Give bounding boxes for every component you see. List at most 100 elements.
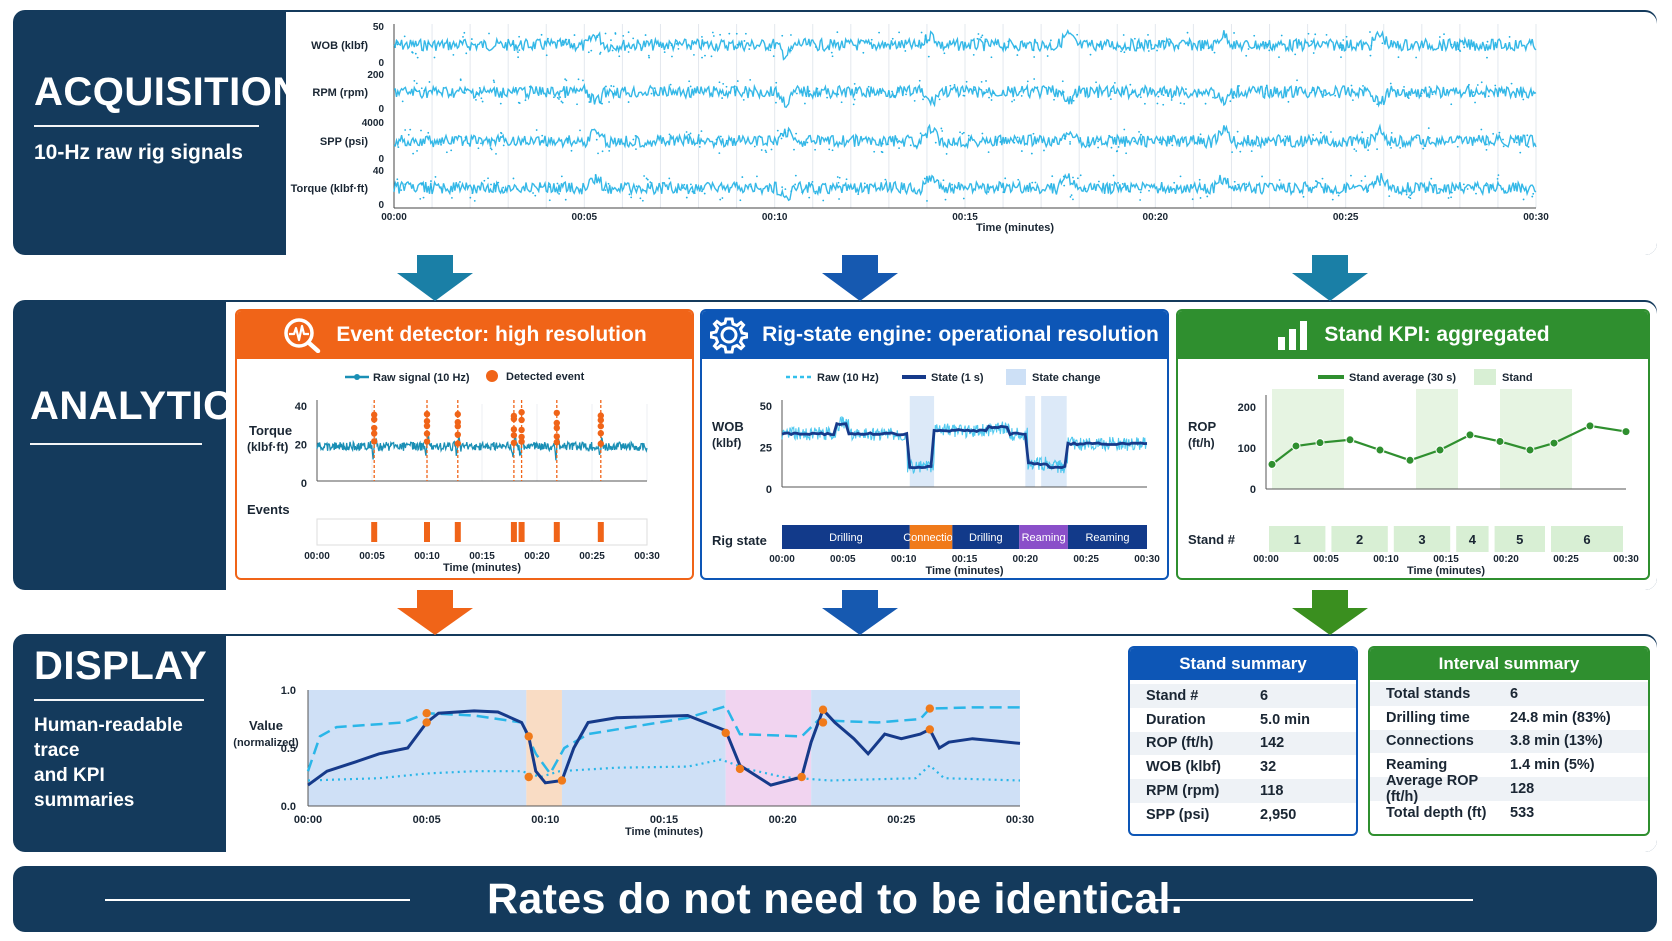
x-axis-label: Time (minutes) [976, 222, 1054, 234]
event-point [423, 430, 431, 437]
tick-label: 0 [378, 104, 384, 115]
signal-sample [1168, 38, 1171, 40]
event-point [423, 422, 431, 430]
arrow-down-icon [822, 255, 898, 301]
y-tick-label: 0.5 [281, 743, 296, 755]
event-tick [371, 522, 378, 542]
stand-average-point [1525, 445, 1535, 455]
signal-sample [1370, 44, 1373, 47]
signal-sample [517, 101, 520, 104]
signal-sample [1158, 141, 1161, 144]
signal-sample [499, 102, 502, 105]
signal-sample [1450, 103, 1453, 106]
signal-sample [1079, 137, 1082, 139]
signal-sample [396, 178, 399, 181]
signal-sample [1325, 33, 1328, 36]
tick-label: 4000 [362, 118, 385, 129]
signal-sample [701, 35, 703, 38]
signal-sample [772, 55, 775, 58]
signal-sample [577, 78, 580, 81]
signal-sample [587, 51, 590, 54]
signal-sample [541, 134, 544, 137]
y-axis-label: ROP [1188, 419, 1217, 434]
signal-sample [1016, 136, 1019, 139]
signal-sample [1334, 94, 1337, 97]
signal-sample [1253, 34, 1256, 37]
signal-sample [1438, 188, 1440, 190]
signal-sample [1112, 174, 1115, 177]
signal-sample [855, 92, 858, 94]
stand-segment [1456, 526, 1489, 552]
x-tick-label: 00:25 [1333, 212, 1359, 223]
signal-sample [1239, 150, 1242, 153]
y-tick-label: 1.0 [281, 685, 296, 697]
rig-state-band [811, 690, 1020, 806]
signal-sample [814, 148, 816, 151]
signal-sample [560, 175, 563, 178]
signal-sample [1281, 139, 1284, 142]
state-wob-trace [781, 421, 1148, 470]
y-axis-label: (klbf·ft) [247, 440, 288, 454]
event-marker [524, 732, 533, 741]
signal-sample [596, 36, 599, 38]
signal-sample [396, 43, 399, 46]
signal-sample [711, 31, 714, 34]
signal-sample [951, 183, 953, 186]
channel-label: RPM (rpm) [312, 87, 368, 99]
signal-sample [769, 49, 772, 52]
summary-value: 128 [1510, 781, 1535, 798]
signal-sample [423, 89, 426, 92]
x-tick-label: 00:00 [1253, 554, 1279, 565]
display-title: DISPLAY [34, 644, 208, 688]
signal-sample [784, 131, 787, 134]
signal-sample [990, 56, 993, 59]
signal-sample [1433, 184, 1435, 187]
display-label: DISPLAY Human-readable trace and KPI sum… [34, 644, 208, 813]
signal-sample [1046, 55, 1049, 57]
summary-key: RPM (rpm) [1146, 783, 1220, 800]
summary-key: SPP (psi) [1146, 806, 1210, 823]
signal-sample [920, 31, 923, 34]
signal-sample [943, 52, 946, 55]
signal-sample [1462, 183, 1465, 186]
signal-sample [1531, 195, 1534, 198]
signal-sample [1438, 36, 1441, 38]
x-tick-label: 00:10 [414, 551, 440, 562]
signal-sample [1121, 182, 1124, 185]
signal-sample [691, 190, 694, 193]
signal-sample [1320, 90, 1323, 93]
signal-sample [1087, 144, 1090, 147]
signal-sample [881, 142, 884, 145]
signal-sample [1157, 95, 1160, 98]
spp-trace [307, 758, 1021, 782]
event-marker [925, 704, 935, 713]
signal-sample [1376, 148, 1378, 151]
signal-sample [653, 87, 656, 90]
signal-sample [1288, 182, 1291, 185]
signal-sample [697, 134, 700, 136]
rig-state-segment [1019, 525, 1068, 549]
signal-sample [683, 183, 686, 186]
x-tick-label: 00:20 [769, 814, 797, 826]
signal-sample [665, 43, 668, 46]
signal-sample [1485, 184, 1488, 187]
event-point [597, 416, 604, 424]
stand-summary-rows: Stand # 6 Duration 5.0 min ROP (ft/h) 142 WOB … [1130, 680, 1356, 827]
signal-sample [722, 82, 725, 85]
y-axis-label: Value [249, 718, 283, 733]
legend-raw-label: Raw (10 Hz) [817, 372, 879, 384]
signal-sample [1043, 149, 1045, 152]
signal-sample [540, 33, 543, 36]
signal-sample [873, 150, 876, 153]
signal-sample [409, 128, 412, 131]
event-point [510, 415, 518, 423]
signal-sample [992, 92, 995, 95]
signal-sample [560, 100, 563, 103]
signal-sample [668, 177, 671, 180]
summary-key: Connections [1386, 733, 1474, 750]
signal-sample [1117, 181, 1119, 184]
signal-sample [1257, 144, 1259, 147]
signal-sample [831, 55, 834, 58]
raw-wob-trace [781, 415, 1148, 475]
signal-sample [1458, 135, 1461, 138]
